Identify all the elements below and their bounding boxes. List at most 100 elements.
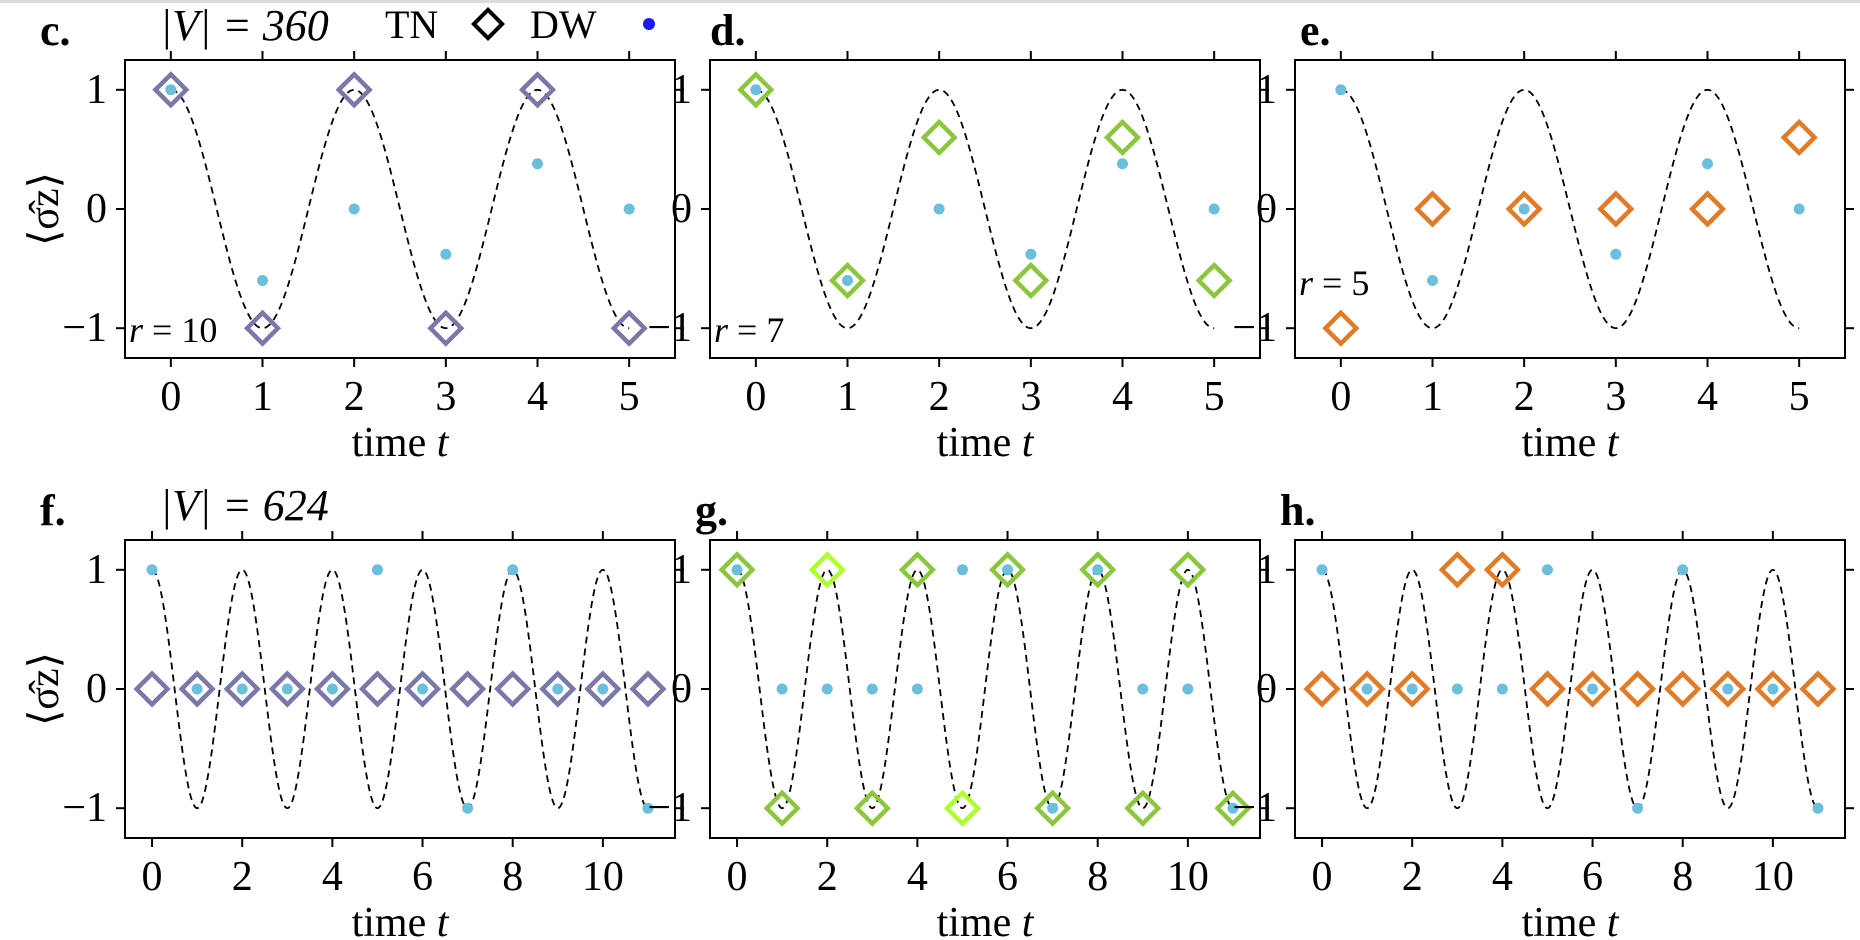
x-tick-label: 1: [837, 374, 858, 420]
dw-marker: [1518, 203, 1530, 215]
panel-label: h.: [1280, 486, 1315, 535]
tn-marker: [988, 551, 1027, 589]
tn-marker: [1012, 261, 1050, 300]
y-tick-label: −1: [1232, 305, 1277, 351]
dw-marker: [623, 203, 635, 215]
tn-marker: [943, 789, 982, 827]
x-tick-label: 1: [1422, 374, 1443, 420]
panel-g: 0 2 4 6 8 10 −1 0 1g. time t: [647, 486, 1269, 940]
x-tick-label: 3: [435, 374, 456, 420]
tn-marker: [1754, 670, 1792, 708]
legend-tn-marker: [471, 7, 505, 41]
panel-h: 0 2 4 6 8 10 −1 0 1h. time t: [1232, 486, 1854, 940]
header-v360: |V| = 360: [160, 1, 329, 50]
exact-curve: [1340, 88, 1800, 330]
x-tick-label: 10: [582, 854, 624, 900]
y-tick-label: 1: [86, 67, 107, 113]
x-tick-label: 8: [1087, 854, 1108, 900]
dw-marker: [191, 683, 203, 695]
y-tick-label: −1: [62, 305, 107, 351]
x-tick-label: 3: [1605, 374, 1626, 420]
tn-marker: [1688, 190, 1727, 228]
tn-marker: [718, 551, 756, 589]
x-tick-label: 8: [502, 854, 523, 900]
dw-marker: [507, 564, 519, 576]
tn-marker: [1505, 190, 1543, 228]
y-tick-label: 1: [1256, 67, 1277, 113]
tn-marker: [920, 118, 958, 157]
tn-marker: [1169, 551, 1207, 589]
dw-marker: [866, 683, 878, 695]
panel-e: 0 1 2 3 4 5 −1 0 1 e. time t r = 5: [1232, 6, 1854, 466]
dw-marker: [371, 564, 383, 576]
legend-dw-label: DW: [530, 2, 597, 47]
tn-marker: [1214, 789, 1252, 827]
x-tick-label: 4: [322, 854, 343, 900]
x-tick-label: 0: [142, 854, 163, 900]
dw-marker: [1541, 564, 1553, 576]
tn-marker: [313, 670, 351, 708]
tn-marker: [737, 71, 775, 109]
dw-marker: [1002, 564, 1014, 576]
x-tick-label: 0: [745, 374, 766, 420]
tn-marker: [178, 670, 216, 708]
dw-marker: [1451, 683, 1463, 695]
tn-marker: [243, 309, 282, 347]
dw-marker: [281, 683, 293, 695]
x-tick-label: 10: [1752, 854, 1794, 900]
y-tick-label: −1: [647, 305, 692, 351]
x-tick-label: 1: [252, 374, 273, 420]
panel-label: g.: [695, 486, 728, 535]
exact-curve: [151, 568, 649, 810]
y-tick-label: 0: [671, 186, 692, 232]
tn-marker: [584, 670, 622, 708]
dw-marker: [326, 683, 338, 695]
tn-marker: [828, 261, 867, 300]
r-label: r = 7: [714, 310, 784, 350]
dw-marker: [165, 84, 177, 96]
tn-marker: [1303, 670, 1341, 708]
y-tick-label: −1: [62, 785, 107, 831]
x-tick-label: 5: [619, 374, 640, 420]
dw-marker: [236, 683, 248, 695]
tn-marker: [808, 551, 846, 589]
x-tick-label: 2: [232, 854, 253, 900]
r-label: r = 5: [1299, 263, 1369, 303]
dw-marker: [440, 248, 452, 260]
x-tick-label: 6: [997, 854, 1018, 900]
y-tick-label: 0: [1256, 666, 1277, 712]
tn-marker: [1483, 551, 1521, 589]
tn-marker: [152, 71, 190, 109]
x-tick-label: 6: [412, 854, 433, 900]
x-tick-label: 4: [1492, 854, 1513, 900]
dw-marker: [731, 564, 743, 576]
x-tick-label: 2: [1402, 854, 1423, 900]
tn-marker: [223, 670, 261, 708]
dw-marker: [1047, 802, 1059, 814]
dw-marker: [348, 203, 360, 215]
x-tick-label: 2: [929, 374, 950, 420]
x-tick-label: 0: [727, 854, 748, 900]
tn-marker: [335, 71, 373, 109]
dw-marker: [821, 683, 833, 695]
x-tick-label: 6: [1582, 854, 1603, 900]
exact-curve: [1321, 568, 1819, 810]
tn-marker: [1597, 190, 1635, 228]
tn-marker: [610, 309, 648, 347]
dw-marker: [1767, 683, 1779, 695]
tn-marker: [427, 309, 465, 347]
dw-marker: [776, 683, 788, 695]
x-tick-label: 0: [1330, 374, 1351, 420]
x-tick-label: 4: [527, 374, 548, 420]
tn-marker: [1348, 670, 1386, 708]
x-axis-label: time t: [1522, 420, 1620, 466]
y-tick-label: −1: [647, 785, 692, 831]
x-tick-label: 4: [1697, 374, 1718, 420]
tn-marker: [763, 789, 801, 827]
x-tick-label: 8: [1672, 854, 1693, 900]
r-label: r = 10: [129, 310, 217, 350]
tn-marker: [1780, 118, 1818, 157]
tn-marker: [1799, 670, 1837, 708]
